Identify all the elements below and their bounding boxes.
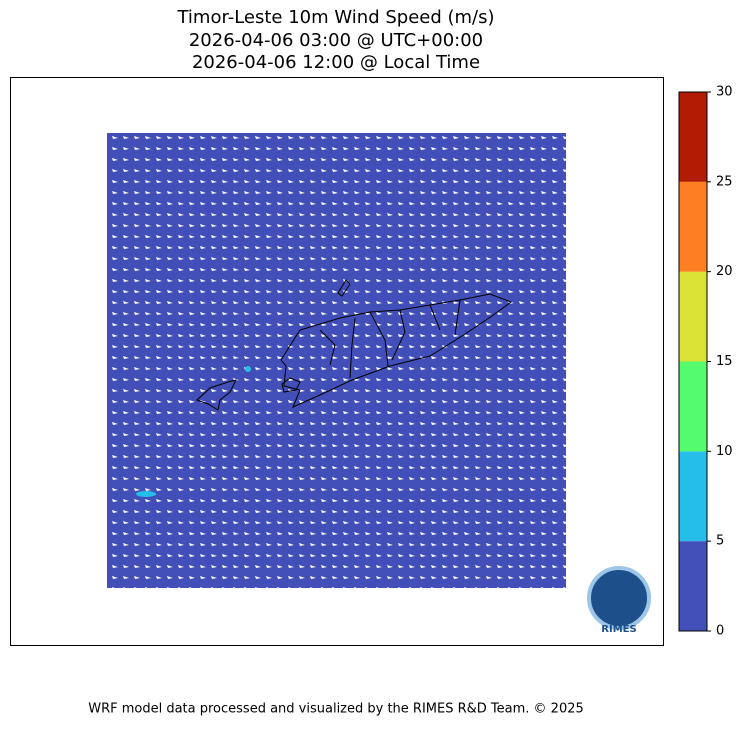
oecusse	[281, 377, 301, 393]
colorbar-tick-label: 5	[716, 534, 724, 549]
colorbar-tick-label: 25	[716, 174, 733, 189]
timor-outline	[280, 293, 513, 408]
wind-highlight	[245, 366, 251, 372]
colorbar-tick-label: 10	[716, 444, 733, 459]
logo-text: RIMES	[601, 624, 636, 635]
colorbar-segment	[679, 541, 707, 631]
logo: RIMES	[587, 566, 651, 635]
title-line: 2026-04-06 12:00 @ Local Time	[192, 52, 480, 73]
logo-circle	[587, 566, 651, 630]
colorbar-segment	[679, 271, 707, 362]
wind-field	[107, 133, 566, 588]
title-line: 2026-04-06 03:00 @ UTC+00:00	[189, 30, 483, 51]
colorbar-tick-label: 0	[716, 624, 724, 639]
colorbar-tick-label: 20	[716, 264, 733, 279]
atauro	[337, 279, 351, 297]
colorbar: 0 5 10 15 20 25 30	[678, 85, 733, 639]
wind-highlight	[136, 491, 156, 497]
island	[196, 379, 237, 411]
colorbar-segment	[679, 451, 707, 542]
colorbar-tick-label: 15	[716, 354, 733, 369]
footer: WRF model data processed and visualized …	[88, 702, 584, 717]
colorbar-segment	[679, 92, 707, 182]
district-borders	[319, 299, 461, 379]
colorbar-segment	[679, 181, 707, 272]
colorbar-segment	[679, 361, 707, 452]
colorbar-tick-label: 30	[716, 85, 733, 100]
title-line: Timor-Leste 10m Wind Speed (m/s)	[176, 7, 494, 28]
coastlines	[196, 279, 513, 411]
